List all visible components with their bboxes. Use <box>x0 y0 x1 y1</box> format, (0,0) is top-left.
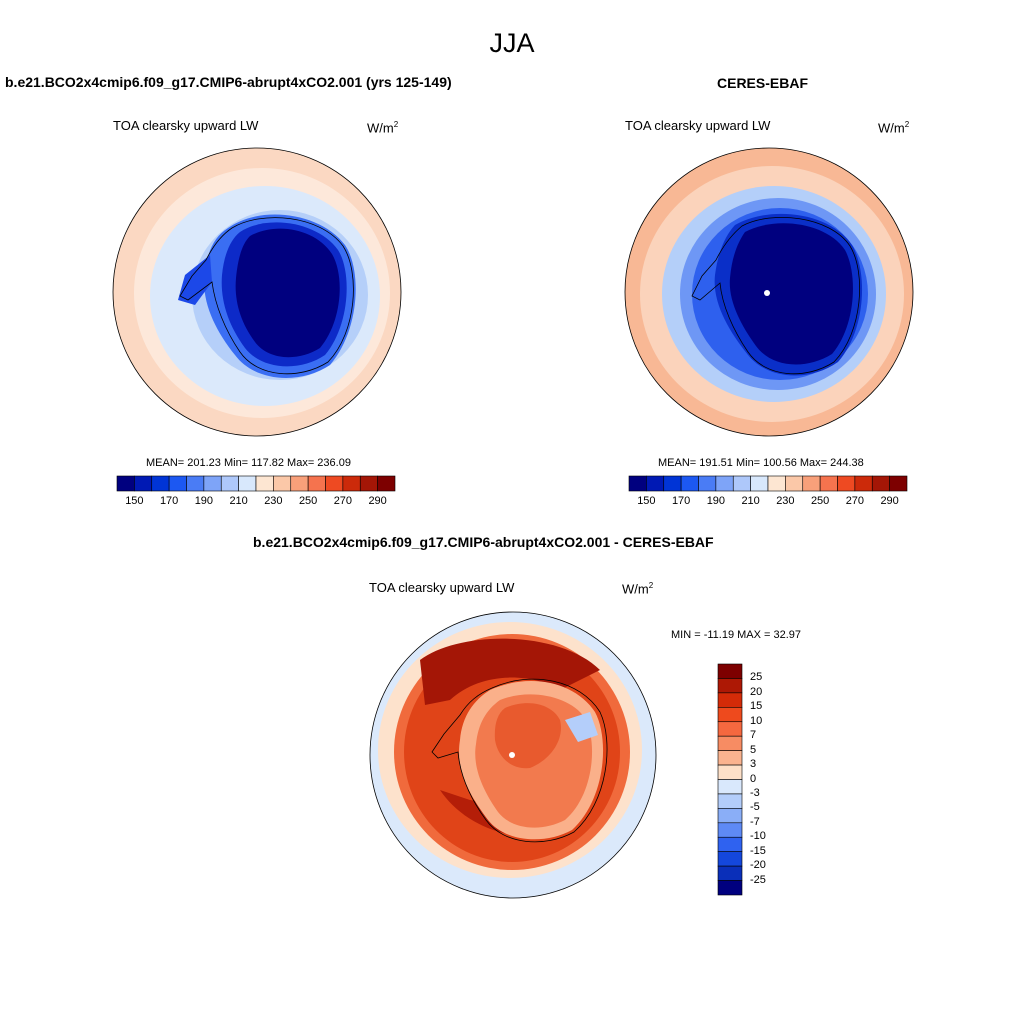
model-colorbar-swatch <box>273 475 292 492</box>
model-colorbar-swatch <box>134 475 153 492</box>
obs-colorbar-swatch <box>680 475 699 492</box>
diff-colorbar-swatch <box>717 880 743 896</box>
diff-units-label: W/m2 <box>622 581 654 597</box>
obs-colorbar-swatch <box>750 475 769 492</box>
model-colorbar-tick-label: 250 <box>298 495 318 507</box>
diff-colorbar-tick-label: -10 <box>750 830 766 843</box>
obs-colorbar-swatch <box>871 475 890 492</box>
obs-variable-label: TOA clearsky upward LW <box>625 118 771 133</box>
diff-colorbar-swatch <box>717 808 743 824</box>
diff-colorbar-swatch <box>717 692 743 708</box>
obs-colorbar-tick-label: 150 <box>637 495 656 507</box>
diff-colorbar-swatch <box>717 663 743 679</box>
diff-colorbar-swatch <box>717 678 743 694</box>
obs-colorbar-swatch <box>715 475 734 492</box>
diff-variable-label: TOA clearsky upward LW <box>369 580 515 595</box>
model-colorbar-tick-label: 210 <box>229 495 248 507</box>
diff-colorbar-swatch <box>717 764 743 780</box>
diff-colorbar-tick-label: -3 <box>750 786 760 799</box>
obs-colorbar-swatch <box>646 475 665 492</box>
model-colorbar <box>116 475 396 492</box>
diff-colorbar-tick-label: -20 <box>750 859 766 872</box>
diff-colorbar-tick-label: 15 <box>750 700 763 713</box>
diff-colorbar-tick-label: 25 <box>750 671 763 684</box>
obs-stats: MEAN= 191.51 Min= 100.56 Max= 244.38 <box>658 457 864 469</box>
diff-colorbar-tick-label: -7 <box>750 815 760 828</box>
obs-colorbar-tick-label: 250 <box>810 495 830 507</box>
obs-colorbar-tick-label: 170 <box>671 495 691 507</box>
diff-colorbar-tick-label: 10 <box>750 714 763 727</box>
model-colorbar-swatch <box>203 475 222 492</box>
diff-colorbar-swatch <box>717 851 743 867</box>
diff-colorbar-tick-label: 0 <box>750 772 757 785</box>
model-colorbar-swatch <box>359 475 378 492</box>
diff-colorbar-swatch <box>717 793 743 809</box>
model-colorbar-swatch <box>342 475 361 492</box>
model-colorbar-tick-label: 190 <box>194 495 214 507</box>
obs-panel-title: CERES-EBAF <box>717 75 809 91</box>
model-colorbar-swatch <box>151 475 170 492</box>
diff-colorbar-swatch <box>717 735 743 751</box>
obs-units-label: W/m2 <box>878 120 910 136</box>
model-colorbar-tick-label: 230 <box>264 495 283 507</box>
model-polar-map <box>112 147 402 437</box>
model-colorbar-swatch <box>220 475 239 492</box>
diff-colorbar-tick-label: 7 <box>750 729 757 742</box>
diff-colorbar-swatch <box>717 707 743 723</box>
model-variable-label: TOA clearsky upward LW <box>113 118 259 133</box>
diff-colorbar-tick-label: 20 <box>750 685 763 698</box>
obs-colorbar-tick-label: 190 <box>706 495 726 507</box>
model-colorbar-tick-label: 150 <box>125 495 144 507</box>
model-units-label: W/m2 <box>367 120 399 136</box>
model-colorbar-swatch <box>238 475 257 492</box>
obs-colorbar-swatch <box>854 475 873 492</box>
diff-colorbar-tick-label: 3 <box>750 758 757 771</box>
diff-colorbar-swatch <box>717 836 743 852</box>
obs-colorbar-swatch <box>819 475 838 492</box>
model-colorbar-tick-label: 270 <box>333 495 353 507</box>
obs-colorbar-swatch <box>732 475 751 492</box>
obs-colorbar-swatch <box>663 475 682 492</box>
diff-polar-map <box>369 611 657 899</box>
model-stats: MEAN= 201.23 Min= 117.82 Max= 236.09 <box>146 457 351 469</box>
diff-colorbar-swatch <box>717 721 743 737</box>
diff-colorbar-swatch <box>717 865 743 881</box>
obs-colorbar-tick-label: 230 <box>776 495 795 507</box>
model-colorbar-swatch <box>186 475 205 492</box>
model-panel-title: b.e21.BCO2x4cmip6.f09_g17.CMIP6-abrupt4x… <box>5 74 452 90</box>
diff-colorbar-tick-label: -15 <box>750 844 766 857</box>
obs-colorbar <box>628 475 908 492</box>
model-colorbar-swatch <box>116 475 135 492</box>
diff-colorbar-tick-label: -5 <box>750 801 760 814</box>
obs-colorbar-swatch <box>837 475 856 492</box>
obs-colorbar-tick-label: 270 <box>845 495 865 507</box>
model-colorbar-swatch <box>377 475 396 492</box>
obs-colorbar-swatch <box>802 475 821 492</box>
diff-colorbar <box>717 663 743 896</box>
obs-colorbar-swatch <box>698 475 717 492</box>
diff-colorbar-tick-label: -25 <box>750 873 766 886</box>
obs-colorbar-tick-label: 290 <box>880 495 899 507</box>
diff-panel-title: b.e21.BCO2x4cmip6.f09_g17.CMIP6-abrupt4x… <box>253 534 714 550</box>
obs-colorbar-swatch <box>889 475 908 492</box>
model-colorbar-swatch <box>307 475 326 492</box>
obs-colorbar-tick-label: 210 <box>741 495 760 507</box>
diff-colorbar-swatch <box>717 779 743 795</box>
obs-colorbar-swatch <box>785 475 804 492</box>
model-colorbar-tick-label: 170 <box>159 495 179 507</box>
model-colorbar-tick-label: 290 <box>368 495 387 507</box>
obs-polar-map <box>624 147 914 437</box>
diff-stats: MIN = -11.19 MAX = 32.97 <box>671 629 802 641</box>
obs-colorbar-swatch <box>767 475 786 492</box>
model-colorbar-swatch <box>290 475 309 492</box>
obs-colorbar-swatch <box>628 475 647 492</box>
model-colorbar-swatch <box>325 475 344 492</box>
model-colorbar-swatch <box>255 475 274 492</box>
diff-colorbar-tick-label: 5 <box>750 743 757 756</box>
model-colorbar-swatch <box>168 475 187 492</box>
figure-title: JJA <box>489 28 535 58</box>
diff-colorbar-swatch <box>717 750 743 766</box>
diff-colorbar-swatch <box>717 822 743 838</box>
